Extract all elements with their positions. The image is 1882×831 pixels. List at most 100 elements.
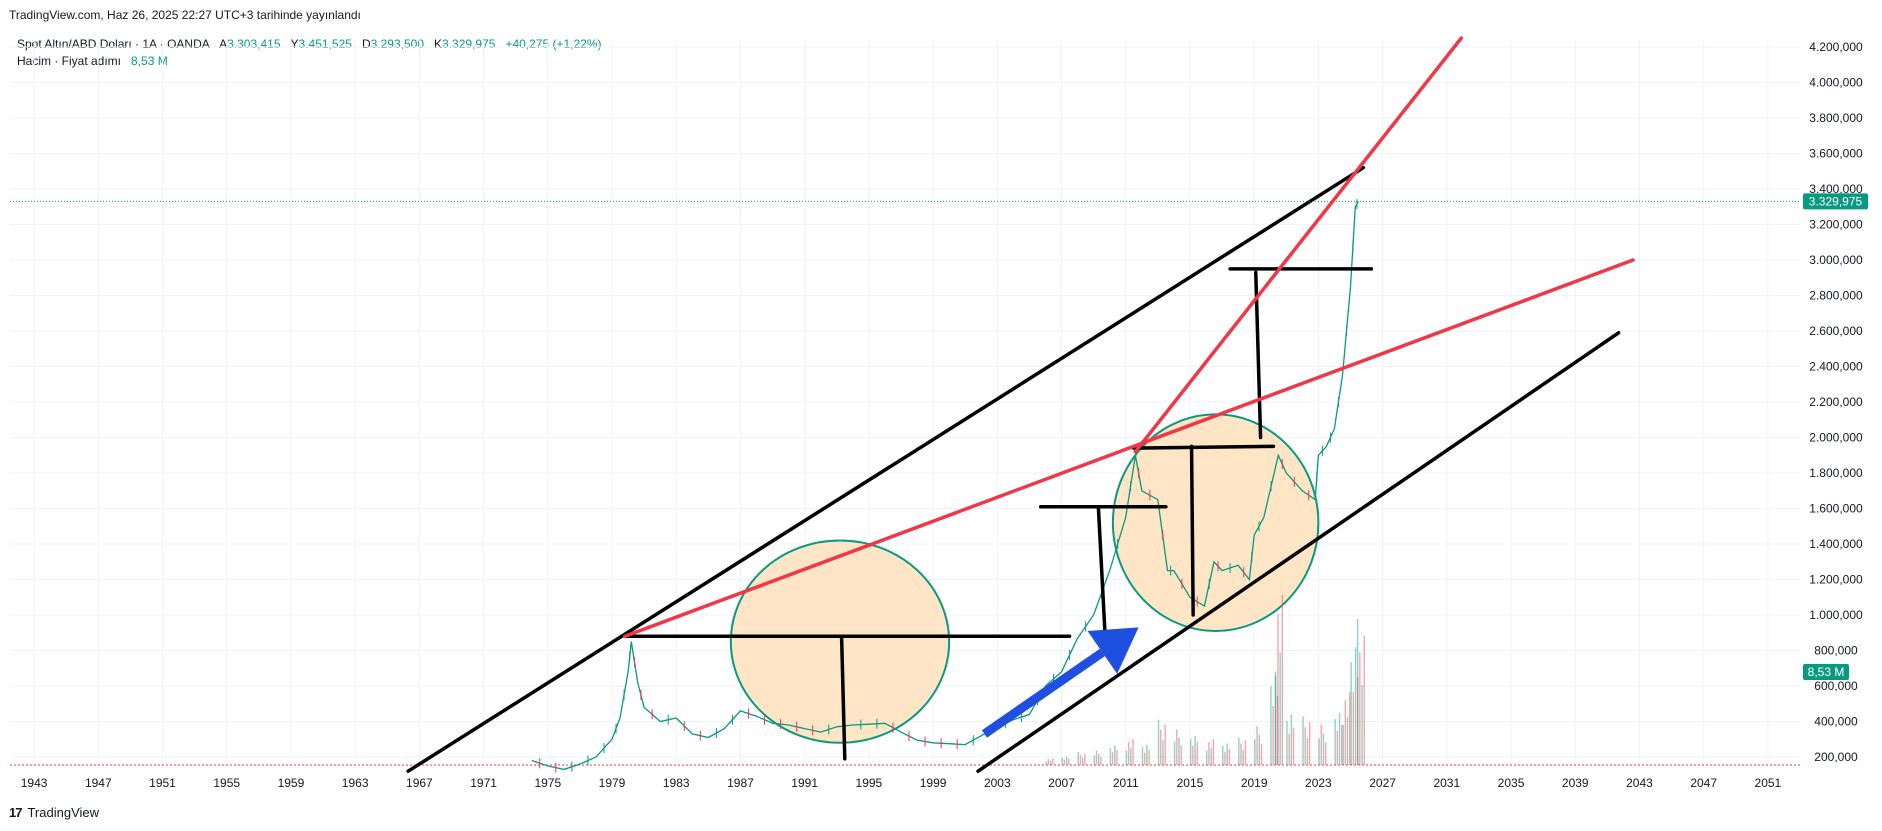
x-tick-label: 1963 [342, 776, 369, 790]
trend-line-black [839, 634, 847, 761]
footer-brand: 17 TradingView [9, 805, 99, 820]
volume-bar [1173, 741, 1176, 765]
x-tick-label: 2043 [1626, 776, 1653, 790]
volume-bar [1288, 733, 1290, 765]
volume-bar [1196, 742, 1198, 765]
volume-bar [1206, 750, 1208, 765]
x-tick-label: 1967 [406, 776, 433, 790]
volume-bar [1224, 751, 1226, 765]
volume-bar [1061, 757, 1063, 765]
volume-bar [1052, 758, 1054, 765]
volume-bar [1302, 716, 1304, 765]
volume-bar [1194, 735, 1196, 765]
volume-bar [1047, 759, 1050, 765]
y-tick-label: 3.600,000 [1809, 147, 1863, 161]
volume-value: 8,53 M [131, 54, 168, 68]
volume-bar [1258, 734, 1260, 765]
volume-bar [1349, 692, 1351, 765]
x-tick-label: 2031 [1433, 776, 1460, 790]
volume-label[interactable]: Hacim · Fiyat adımı [17, 54, 122, 68]
y-tick-label: 400,000 [1814, 715, 1858, 729]
volume-bar [1093, 755, 1096, 765]
volume-bar [1063, 759, 1066, 765]
volume-bar [1084, 753, 1086, 765]
volume-bar [1322, 733, 1325, 765]
volume-bar [1146, 744, 1148, 765]
volume-bar [1336, 730, 1339, 765]
volume-bar [1304, 727, 1306, 765]
volume-bar [1100, 756, 1102, 765]
y-tick-label: 2.800,000 [1809, 289, 1863, 303]
y-tick-label: 200,000 [1814, 750, 1858, 764]
x-tick-label: 1979 [599, 776, 626, 790]
volume-bar [1178, 737, 1180, 765]
volume-bar [1344, 700, 1347, 765]
y-tick-label: 2.600,000 [1809, 324, 1863, 338]
trend-line-black [976, 331, 1621, 773]
volume-bar [1081, 757, 1084, 765]
volume-bar [1180, 745, 1182, 765]
volume-bar [1318, 738, 1320, 765]
x-tick-label: 2015 [1177, 776, 1204, 790]
volume-bar [1240, 743, 1242, 765]
y-tick-label: 800,000 [1814, 644, 1858, 658]
volume-bar [1272, 706, 1274, 765]
volume-bar [1160, 729, 1162, 765]
x-tick-label: 2019 [1241, 776, 1268, 790]
trend-line-black [406, 165, 1366, 773]
x-tick-label: 1991 [791, 776, 818, 790]
volume-bar [1065, 756, 1068, 765]
x-tick-label: 1999 [920, 776, 947, 790]
trend-line-black [1189, 444, 1195, 617]
volume-bar [1212, 739, 1215, 765]
x-tick-label: 2039 [1562, 776, 1589, 790]
volume-bar [1357, 677, 1359, 765]
volume-bar [1260, 743, 1263, 765]
y-tick-label: 1.200,000 [1809, 573, 1863, 587]
volume-bar [1359, 652, 1361, 765]
volume-bar [1352, 691, 1355, 765]
x-tick-label: 2035 [1498, 776, 1525, 790]
trend-line-red [623, 258, 1635, 639]
x-tick-label: 2023 [1305, 776, 1332, 790]
volume-bar [1342, 724, 1344, 765]
y-tick-label: 3.400,000 [1809, 182, 1863, 196]
volume-bar [1334, 719, 1336, 765]
volume-bar [1114, 745, 1116, 765]
y-tick-label: 600,000 [1814, 679, 1858, 693]
trend-arrow-shaft [981, 648, 1105, 738]
volume-bar [1157, 719, 1160, 765]
volume-bar [1270, 685, 1272, 765]
volume-bar [1350, 662, 1352, 765]
volume-row: Hacim · Fiyat adımı 8,53 M [17, 53, 602, 70]
volume-bar [1132, 739, 1134, 765]
volume-bar [1292, 727, 1295, 765]
trend-line-black [1096, 506, 1107, 633]
volume-bar [1176, 729, 1178, 765]
volume-bar [1162, 740, 1164, 765]
x-tick-label: 2047 [1690, 776, 1717, 790]
volume-bar [1148, 749, 1150, 765]
x-tick-label: 1983 [663, 776, 690, 790]
x-tick-label: 1951 [149, 776, 176, 790]
trend-arrow-head [1087, 627, 1139, 674]
x-tick-label: 1959 [278, 776, 305, 790]
volume-bar [1079, 754, 1082, 765]
volume-bar [1098, 753, 1100, 765]
x-tick-label: 1943 [21, 776, 48, 790]
x-tick-label: 1975 [534, 776, 561, 790]
volume-bar [1361, 684, 1363, 765]
volume-bar [1238, 737, 1240, 765]
volume-bar [1324, 742, 1327, 765]
volume-bar [1143, 752, 1146, 765]
x-tick-label: 1987 [727, 776, 754, 790]
volume-bar [1254, 739, 1256, 765]
volume-bar [1338, 713, 1341, 765]
price-badge [1803, 193, 1868, 210]
volume-bar [1346, 716, 1349, 765]
y-tick-label: 1.800,000 [1809, 466, 1863, 480]
volume-bar [1341, 724, 1343, 765]
volume-bar [1354, 647, 1357, 765]
x-tick-label: 2003 [984, 776, 1011, 790]
